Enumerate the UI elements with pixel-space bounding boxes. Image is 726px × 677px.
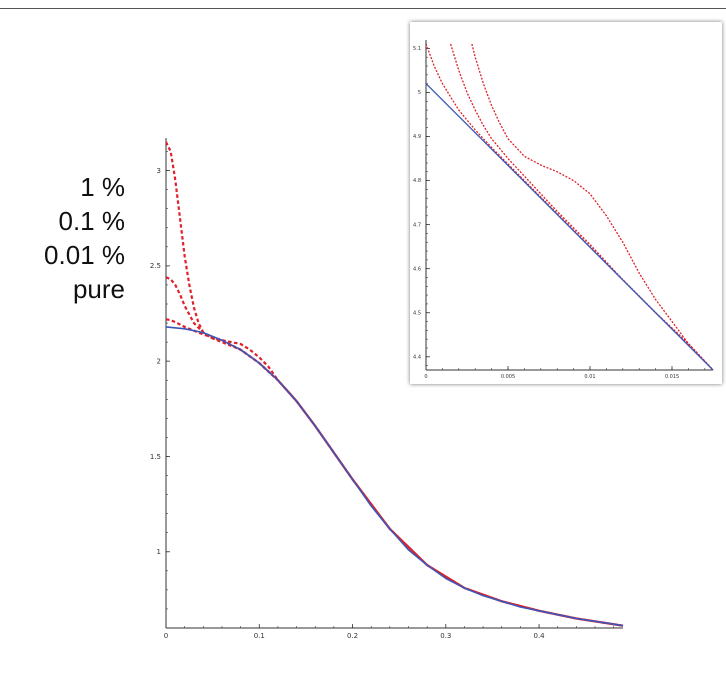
inset-y-tick-label: 4.6	[413, 266, 421, 272]
main-y-tick-label: 2.5	[150, 262, 161, 270]
inset-y-tick-label: 4.4	[413, 354, 421, 360]
main-x-tick-label: 0.1	[254, 632, 265, 640]
main-series-1	[166, 141, 624, 627]
inset-series-pure	[426, 83, 714, 370]
inset-chart-panel: 4.4 4.5 4.6 4.7 4.8 4.9 5 5.1 0 0.005 0.01 0.015	[410, 22, 722, 384]
inset-y-tick-label: 5	[418, 90, 421, 96]
inset-y-tick-label: 4.7	[413, 222, 421, 228]
legend-label-1-percent: 1 %	[80, 172, 125, 202]
main-series-pure	[166, 326, 624, 627]
inset-series-0.01	[426, 43, 714, 370]
main-x-tick-label: 0.3	[440, 632, 451, 640]
inset-chart: 4.4 4.5 4.6 4.7 4.8 4.9 5 5.1 0 0.005 0.01 0.015	[413, 40, 714, 380]
inset-y-tick-label: 4.8	[413, 178, 421, 184]
top-divider-line	[0, 8, 726, 9]
legend: 1 % 0.1 % 0.01 % pure	[0, 170, 125, 306]
inset-x-tick-label: 0.005	[501, 374, 515, 380]
inset-x-tick-label: 0.015	[665, 374, 679, 380]
inset-y-tick-label: 4.9	[413, 134, 421, 140]
inset-y-tick-label: 4.5	[413, 310, 421, 316]
main-y-tick-label: 3	[157, 167, 161, 175]
main-y-tick-label: 1.5	[150, 453, 161, 461]
main-x-tick-label: 0.4	[533, 632, 545, 640]
main-x-tick-label: 0.2	[347, 632, 358, 640]
legend-label-0.1-percent: 0.1 %	[58, 206, 126, 236]
inset-x-tick-label: 0	[424, 374, 427, 380]
inset-y-tick-label: 5.1	[413, 46, 421, 52]
main-x-tick-label: 0	[164, 632, 168, 640]
inset-x-tick-label: 0.01	[584, 374, 595, 380]
main-y-tick-label: 1	[157, 548, 161, 556]
legend-label-0.01-percent: 0.01 %	[44, 240, 125, 270]
inset-series-1	[471, 43, 714, 370]
inset-series-0.1	[449, 43, 714, 370]
main-y-tick-label: 2	[157, 358, 161, 366]
legend-label-pure: pure	[72, 274, 125, 304]
